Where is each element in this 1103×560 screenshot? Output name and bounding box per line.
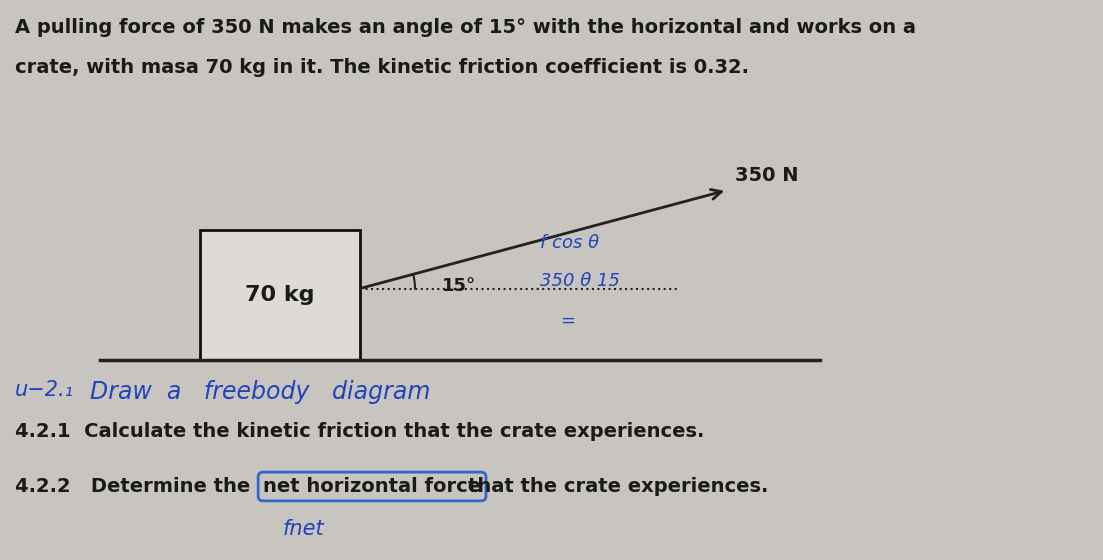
Text: f cos θ: f cos θ [540,234,599,251]
Text: Draw  a   freebody   diagram: Draw a freebody diagram [90,380,430,404]
Text: that the crate experiences.: that the crate experiences. [468,477,769,496]
Bar [200,230,360,360]
Text: 350 θ 15: 350 θ 15 [540,272,620,290]
Text: crate, with masa 70 kg in it. The kinetic friction coefficient is 0.32.: crate, with masa 70 kg in it. The kineti… [15,58,749,77]
Text: 4.2.2   Determine the: 4.2.2 Determine the [15,477,257,496]
Text: net horizontal force: net horizontal force [263,477,481,496]
Text: 350 N: 350 N [735,166,799,185]
Text: A pulling force of 350 N makes an angle of 15° with the horizontal and works on : A pulling force of 350 N makes an angle … [15,18,915,37]
Text: 15°: 15° [442,277,476,295]
Text: fnet: fnet [283,519,324,539]
Text: u−2.₁: u−2.₁ [15,380,74,400]
Text: 70 kg: 70 kg [245,285,314,305]
Text: =: = [560,311,575,329]
Text: 4.2.1  Calculate the kinetic friction that the crate experiences.: 4.2.1 Calculate the kinetic friction tha… [15,422,705,441]
